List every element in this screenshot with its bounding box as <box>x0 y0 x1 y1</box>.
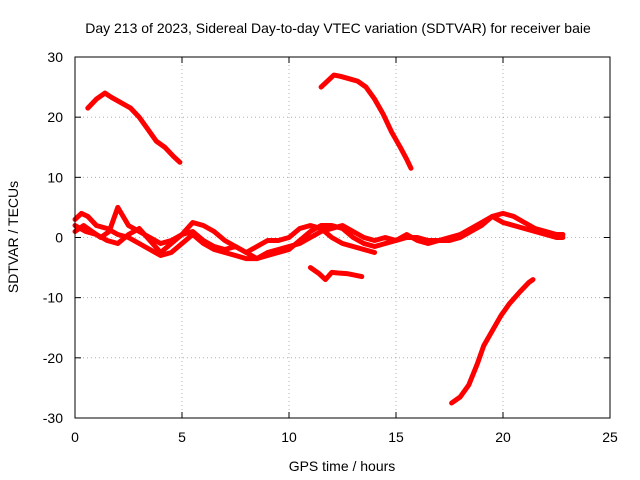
y-tick-label: -20 <box>43 350 63 366</box>
y-tick-label: 20 <box>47 109 63 125</box>
series-line-arc-3 <box>449 277 536 406</box>
y-axis-label: SDTVAR / TECUs <box>5 181 21 293</box>
chart-title: Day 213 of 2023, Sidereal Day-to-day VTE… <box>85 20 591 36</box>
x-tick-label: 5 <box>178 429 186 445</box>
series-line-arc-1 <box>85 90 183 165</box>
data-series <box>72 72 566 406</box>
grid <box>75 57 610 418</box>
y-tick-label: 10 <box>47 169 63 185</box>
series-line-arc-4 <box>307 265 365 283</box>
y-tick-label: -30 <box>43 410 63 426</box>
x-tick-label: 20 <box>495 429 511 445</box>
series-line-arc-7 <box>72 223 378 255</box>
x-tick-label: 15 <box>388 429 404 445</box>
x-axis-label: GPS time / hours <box>289 458 396 474</box>
x-tick-label: 10 <box>281 429 297 445</box>
x-tick-label: 0 <box>71 429 79 445</box>
y-tick-label: 30 <box>47 49 63 65</box>
y-tick-label: -10 <box>43 290 63 306</box>
series-line-arc-2 <box>318 72 414 171</box>
y-tick-label: 0 <box>55 230 63 246</box>
x-tick-label: 25 <box>602 429 618 445</box>
axis-ticks: 0 5 10 15 20 25 -30 -20 -10 0 10 20 30 <box>43 49 618 445</box>
